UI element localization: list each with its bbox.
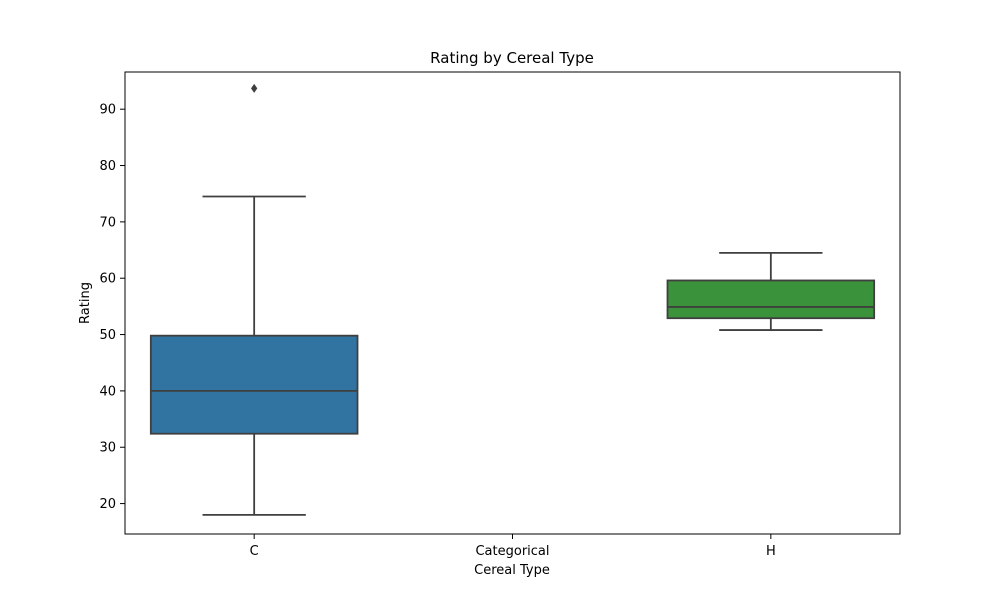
x-axis-label: Cereal Type	[474, 563, 550, 578]
y-tick-label: 70	[99, 215, 116, 230]
box-C	[149, 83, 359, 516]
iqr-box	[149, 334, 359, 435]
plot-area	[149, 83, 876, 516]
x-tick-label: C	[250, 544, 259, 559]
y-tick-label: 90	[99, 103, 116, 118]
y-axis: 20 30 40 50 60 70 80 90	[99, 103, 125, 512]
y-tick-label: 50	[99, 328, 116, 343]
y-tick-label: 20	[99, 497, 116, 512]
chart-title: Rating by Cereal Type	[430, 49, 594, 67]
y-tick-label: 30	[99, 441, 116, 456]
y-tick-label: 40	[99, 384, 116, 399]
outlier-point	[251, 83, 258, 93]
y-tick-label: 80	[99, 159, 116, 174]
x-axis: C Categorical H	[250, 534, 776, 559]
x-tick-label: Categorical	[475, 544, 549, 559]
iqr-box	[666, 279, 876, 320]
y-axis-label: Rating	[78, 282, 93, 324]
x-tick-label: H	[766, 544, 776, 559]
y-tick-label: 60	[99, 272, 116, 287]
box-H	[666, 251, 876, 331]
